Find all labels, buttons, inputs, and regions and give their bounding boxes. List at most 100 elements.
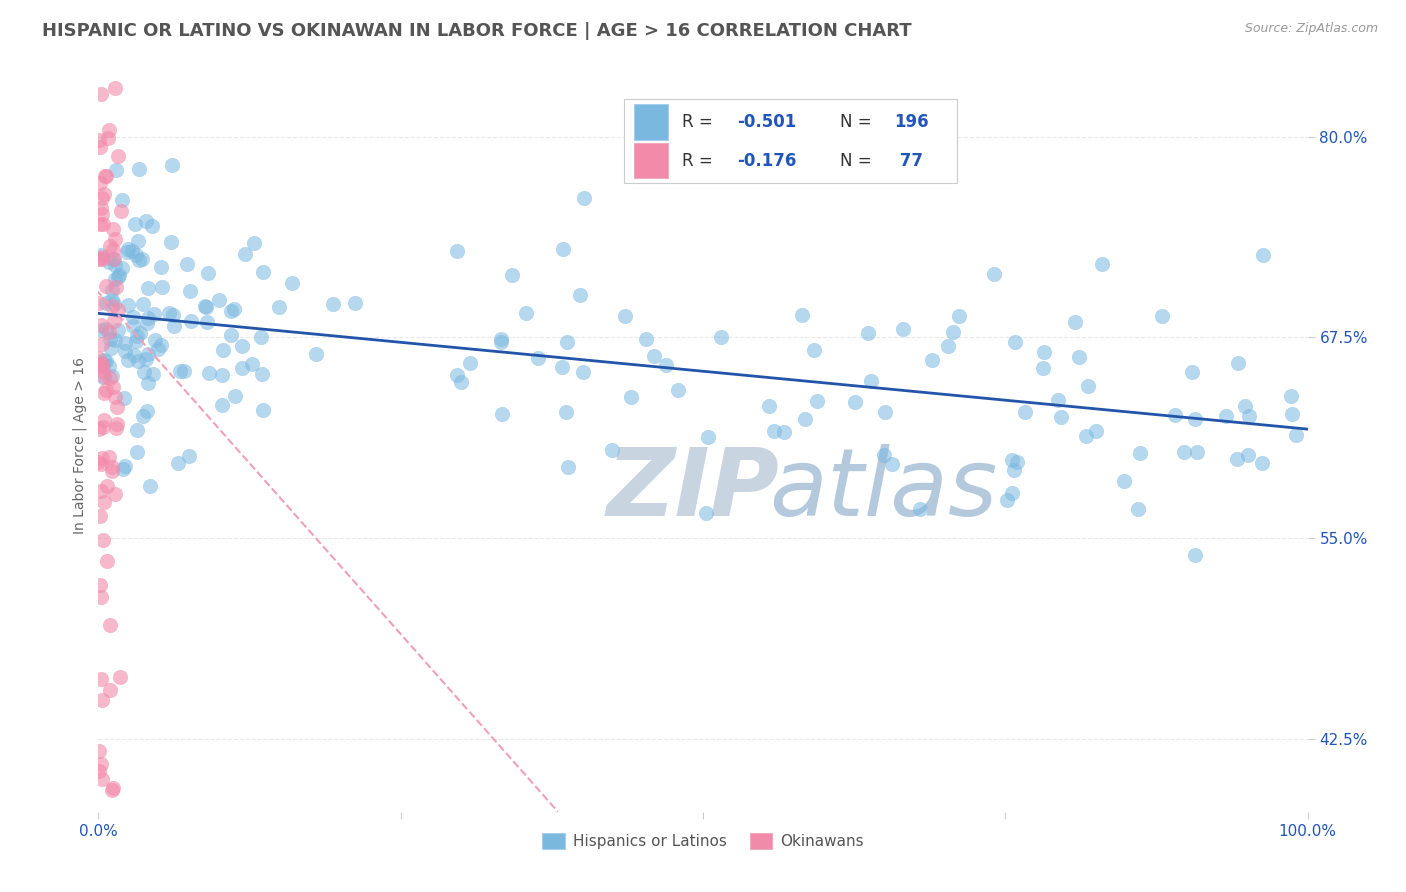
Point [169, 364, 191, 378]
Point [104, 163, 127, 178]
Point [1237, 448, 1260, 462]
Point [101, 460, 124, 475]
Point [150, 260, 173, 275]
Point [105, 417, 128, 432]
Point [695, 506, 717, 520]
Point [117, 298, 139, 312]
Point [97, 450, 120, 464]
Point [1181, 365, 1204, 379]
Point [131, 409, 153, 423]
Point [93, 353, 115, 368]
Point [149, 338, 172, 352]
Point [948, 310, 970, 324]
Point [908, 501, 931, 516]
Point [125, 329, 148, 343]
Point [103, 314, 125, 328]
Point [98, 238, 121, 252]
Point [620, 390, 643, 404]
Point [1285, 428, 1308, 442]
Point [219, 303, 242, 318]
Point [343, 296, 366, 310]
Point [96, 296, 118, 310]
Point [103, 297, 125, 311]
Point [167, 456, 190, 470]
Point [125, 248, 148, 262]
Point [90, 87, 112, 101]
Point [90, 322, 112, 336]
Point [125, 334, 148, 348]
Point [89, 764, 111, 778]
Point [91, 450, 114, 465]
Point [614, 309, 637, 323]
Point [91, 207, 114, 221]
Point [211, 398, 233, 412]
Text: -0.501: -0.501 [737, 113, 796, 131]
Point [173, 364, 195, 378]
Point [600, 443, 623, 458]
Point [98, 359, 121, 373]
Point [93, 186, 115, 201]
Point [117, 242, 139, 256]
Point [198, 366, 221, 380]
Text: atlas: atlas [769, 444, 998, 535]
Point [666, 384, 689, 398]
Point [142, 367, 165, 381]
Point [555, 405, 578, 419]
Point [112, 391, 135, 405]
Point [1237, 409, 1260, 423]
Point [942, 325, 965, 339]
Point [1126, 502, 1149, 516]
Point [489, 332, 512, 346]
Text: -0.176: -0.176 [737, 152, 796, 169]
Point [122, 348, 145, 362]
Point [569, 288, 592, 302]
Point [995, 493, 1018, 508]
Point [176, 257, 198, 271]
Point [108, 268, 131, 283]
Point [104, 258, 127, 272]
Y-axis label: In Labor Force | Age > 16: In Labor Force | Age > 16 [73, 358, 87, 534]
Point [921, 353, 943, 368]
Point [654, 358, 676, 372]
Point [1005, 455, 1028, 469]
Point [90, 358, 112, 372]
Point [643, 349, 665, 363]
Point [107, 323, 129, 337]
Point [93, 494, 115, 508]
Point [803, 343, 825, 357]
Point [101, 781, 124, 796]
Point [1112, 474, 1135, 488]
Point [1250, 456, 1272, 470]
Point [179, 284, 201, 298]
Point [98, 682, 121, 697]
Point [160, 158, 183, 172]
Point [553, 242, 575, 256]
Point [793, 412, 815, 426]
Point [446, 368, 468, 382]
Point [91, 533, 114, 547]
Point [90, 457, 112, 471]
Point [141, 219, 163, 234]
Text: HISPANIC OR LATINO VS OKINAWAN IN LABOR FORCE | AGE > 16 CORRELATION CHART: HISPANIC OR LATINO VS OKINAWAN IN LABOR … [42, 22, 912, 40]
Point [89, 176, 111, 190]
Point [491, 407, 513, 421]
FancyBboxPatch shape [634, 144, 668, 178]
Point [104, 486, 127, 500]
Point [143, 333, 166, 347]
Point [89, 217, 111, 231]
Point [891, 322, 914, 336]
Point [1001, 485, 1024, 500]
Point [90, 318, 112, 333]
Point [231, 361, 253, 376]
Point [89, 578, 111, 592]
Point [1279, 389, 1302, 403]
Point [93, 358, 115, 372]
Point [1184, 548, 1206, 562]
Point [1173, 444, 1195, 458]
Point [132, 297, 155, 311]
Point [180, 313, 202, 327]
Point [135, 404, 157, 418]
Point [1074, 429, 1097, 443]
Point [1001, 453, 1024, 467]
Point [710, 330, 733, 344]
